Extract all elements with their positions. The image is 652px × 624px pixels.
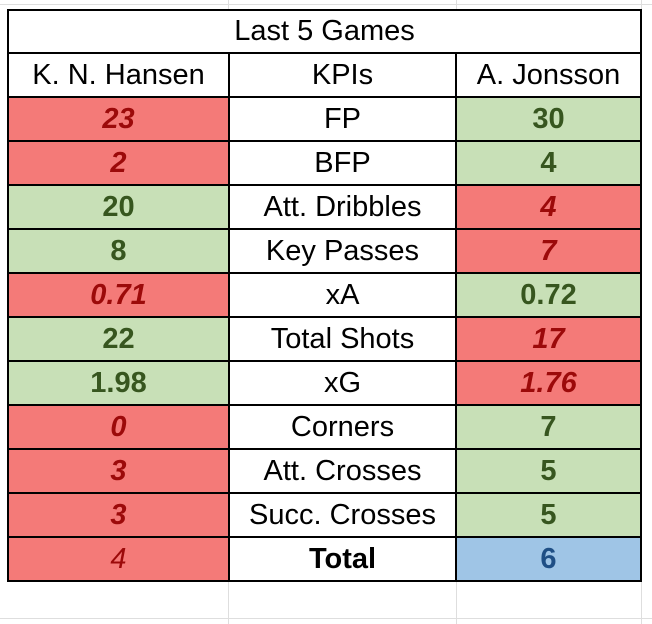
left-player-value-cell[interactable]: 22 <box>7 316 230 362</box>
kpi-name-cell[interactable]: FP <box>228 96 457 142</box>
kpi-name-cell[interactable]: Succ. Crosses <box>228 492 457 538</box>
right-player-value-cell[interactable]: 7 <box>455 404 642 450</box>
right-player-value-cell[interactable]: 5 <box>455 448 642 494</box>
header-player-left[interactable]: K. N. Hansen <box>7 52 230 98</box>
kpi-row: 20 Att. Dribbles 4 <box>7 184 642 230</box>
header-kpis[interactable]: KPIs <box>228 52 457 98</box>
left-player-value-cell[interactable]: 1.98 <box>7 360 230 406</box>
kpi-row: 22 Total Shots 17 <box>7 316 642 362</box>
kpi-name-cell[interactable]: xA <box>228 272 457 318</box>
right-player-total-cell[interactable]: 6 <box>455 536 642 582</box>
kpi-name-cell[interactable]: Total Shots <box>228 316 457 362</box>
total-label-cell[interactable]: Total <box>228 536 457 582</box>
right-player-value-cell[interactable]: 1.76 <box>455 360 642 406</box>
right-player-value-cell[interactable]: 0.72 <box>455 272 642 318</box>
kpi-name-cell[interactable]: Att. Crosses <box>228 448 457 494</box>
left-player-value-cell[interactable]: 3 <box>7 448 230 494</box>
left-player-value-cell[interactable]: 0 <box>7 404 230 450</box>
table-title[interactable]: Last 5 Games <box>7 9 642 54</box>
sheet-gridline <box>0 4 652 5</box>
title-row: Last 5 Games <box>7 9 642 54</box>
kpi-row: 23 FP 30 <box>7 96 642 142</box>
kpi-name-cell[interactable]: BFP <box>228 140 457 186</box>
left-player-value-cell[interactable]: 20 <box>7 184 230 230</box>
left-player-value-cell[interactable]: 0.71 <box>7 272 230 318</box>
sheet-gridline <box>0 618 652 619</box>
kpi-row: 1.98 xG 1.76 <box>7 360 642 406</box>
kpi-row: 0 Corners 7 <box>7 404 642 450</box>
right-player-value-cell[interactable]: 7 <box>455 228 642 274</box>
left-player-value-cell[interactable]: 8 <box>7 228 230 274</box>
kpi-name-cell[interactable]: Att. Dribbles <box>228 184 457 230</box>
left-player-value-cell[interactable]: 3 <box>7 492 230 538</box>
sheet-gridline <box>641 0 642 624</box>
total-row: 4 Total 6 <box>7 536 642 582</box>
kpi-name-cell[interactable]: Key Passes <box>228 228 457 274</box>
left-player-value-cell[interactable]: 23 <box>7 96 230 142</box>
right-player-value-cell[interactable]: 5 <box>455 492 642 538</box>
kpi-row: 0.71 xA 0.72 <box>7 272 642 318</box>
kpi-row: 3 Succ. Crosses 5 <box>7 492 642 538</box>
right-player-value-cell[interactable]: 30 <box>455 96 642 142</box>
kpi-name-cell[interactable]: Corners <box>228 404 457 450</box>
kpi-comparison-table: Last 5 Games K. N. Hansen KPIs A. Jonsso… <box>7 9 642 582</box>
right-player-value-cell[interactable]: 4 <box>455 140 642 186</box>
kpi-row: 8 Key Passes 7 <box>7 228 642 274</box>
header-row: K. N. Hansen KPIs A. Jonsson <box>7 52 642 98</box>
header-player-right[interactable]: A. Jonsson <box>455 52 642 98</box>
kpi-row: 2 BFP 4 <box>7 140 642 186</box>
left-player-value-cell[interactable]: 2 <box>7 140 230 186</box>
kpi-row: 3 Att. Crosses 5 <box>7 448 642 494</box>
right-player-value-cell[interactable]: 4 <box>455 184 642 230</box>
kpi-name-cell[interactable]: xG <box>228 360 457 406</box>
left-player-total-cell[interactable]: 4 <box>7 536 230 582</box>
right-player-value-cell[interactable]: 17 <box>455 316 642 362</box>
